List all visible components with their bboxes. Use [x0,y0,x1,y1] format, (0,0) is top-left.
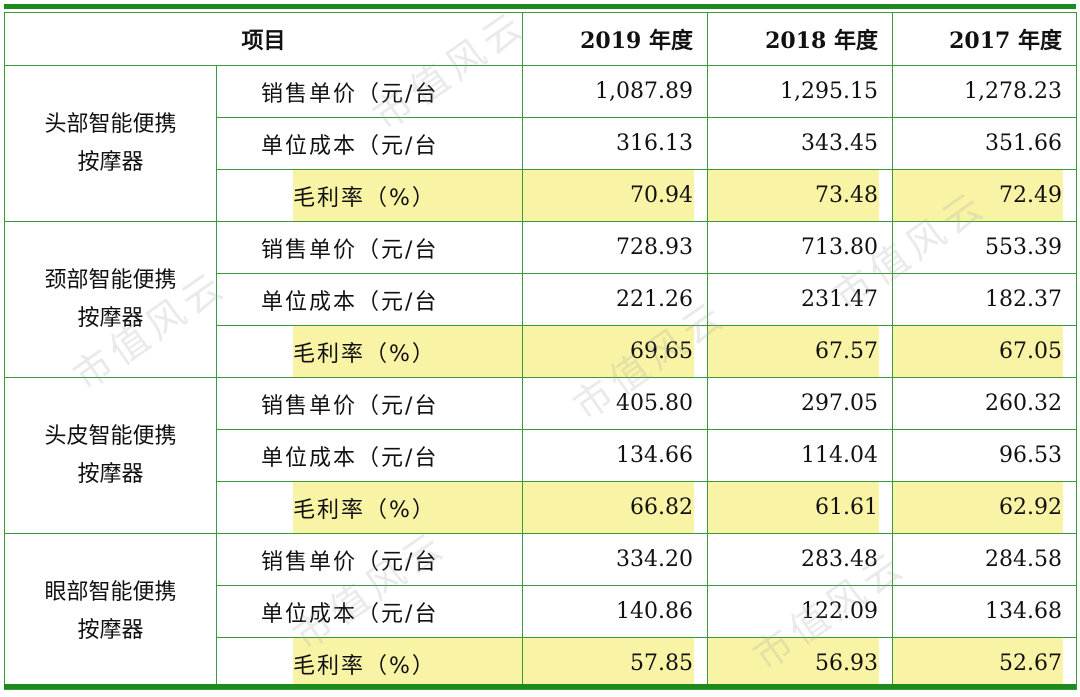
product-name-eye: 眼部智能便携 按摩器 [4,533,217,690]
product-name-head: 头部智能便携 按摩器 [4,65,217,222]
value-cell: 728.93 [522,221,709,274]
value-cell: 96.53 [892,429,1078,482]
value-cell: 1,295.15 [707,65,894,118]
financial-table-frame: 项目 2019 年度 2018 年度 2017 年度 头部智能便携 按摩器 销售单… [3,0,1078,697]
value-cell: 284.58 [892,533,1078,586]
value-cell: 231.47 [707,273,894,326]
value-cell: 114.04 [707,429,894,482]
value-cell: 713.80 [707,221,894,274]
value-cell: 67.05 [892,325,1078,378]
value-cell: 66.82 [522,481,709,534]
product-name-neck: 颈部智能便携 按摩器 [4,221,217,378]
metric-label: 毛利率（%） [215,169,524,222]
table-row: 眼部智能便携 按摩器 销售单价（元/台 334.20 283.48 284.58 [4,533,1078,690]
value-cell: 57.85 [522,637,709,690]
header-year-2019: 2019 年度 [522,12,709,66]
metric-label: 毛利率（%） [215,637,524,690]
value-cell: 553.39 [892,221,1078,274]
value-cell: 134.66 [522,429,709,482]
value-cell: 334.20 [522,533,709,586]
gross-margin-table: 项目 2019 年度 2018 年度 2017 年度 头部智能便携 按摩器 销售单… [3,12,1078,690]
value-cell: 134.68 [892,585,1078,638]
value-cell: 1,087.89 [522,65,709,118]
metric-label: 销售单价（元/台 [215,377,524,430]
header-year-2017: 2017 年度 [892,12,1078,66]
product-name-scalp: 头皮智能便携 按摩器 [4,377,217,534]
value-cell: 405.80 [522,377,709,430]
top-rule [4,4,1076,9]
metric-label: 单位成本（元/台 [215,585,524,638]
gross-margin-row: 毛利率（%） 66.82 61.61 62.92 [5,481,1078,534]
bottom-rule [4,684,1076,689]
value-cell: 61.61 [707,481,894,534]
value-cell: 69.65 [522,325,709,378]
value-cell: 343.45 [707,117,894,170]
value-cell: 1,278.23 [892,65,1078,118]
metric-label: 销售单价（元/台 [215,65,524,118]
metric-label: 销售单价（元/台 [215,533,524,586]
table-row: 颈部智能便携 按摩器 销售单价（元/台 728.93 713.80 553.39 [4,221,1078,378]
value-cell: 140.86 [522,585,709,638]
gross-margin-row: 毛利率（%） 57.85 56.93 52.67 [5,637,1078,690]
value-cell: 316.13 [522,117,709,170]
value-cell: 67.57 [707,325,894,378]
value-cell: 62.92 [892,481,1078,534]
metric-label: 单位成本（元/台 [215,429,524,482]
value-cell: 221.26 [522,273,709,326]
value-cell: 52.67 [892,637,1078,690]
value-cell: 122.09 [707,585,894,638]
value-cell: 56.93 [707,637,894,690]
metric-label: 毛利率（%） [215,481,524,534]
value-cell: 283.48 [707,533,894,586]
gross-margin-row: 毛利率（%） 70.94 73.48 72.49 [5,169,1078,222]
metric-label: 单位成本（元/台 [215,273,524,326]
value-cell: 260.32 [892,377,1078,430]
metric-label: 单位成本（元/台 [215,117,524,170]
header-row: 项目 2019 年度 2018 年度 2017 年度 [3,12,1078,66]
metric-label: 销售单价（元/台 [215,221,524,274]
value-cell: 182.37 [892,273,1078,326]
table-row: 头部智能便携 按摩器 销售单价（元/台 1,087.89 1,295.15 1,2… [4,65,1078,222]
header-year-2018: 2018 年度 [707,12,894,66]
value-cell: 297.05 [707,377,894,430]
value-cell: 72.49 [892,169,1078,222]
metric-label: 毛利率（%） [215,325,524,378]
table-row: 单位成本（元/台 221.26 231.47 182.37 [5,273,1078,326]
value-cell: 70.94 [522,169,709,222]
gross-margin-row: 毛利率（%） 69.65 67.57 67.05 [5,325,1078,378]
value-cell: 351.66 [892,117,1078,170]
header-item: 项目 [3,12,524,66]
value-cell: 73.48 [707,169,894,222]
table-row: 单位成本（元/台 140.86 122.09 134.68 [5,585,1078,638]
table-row: 头皮智能便携 按摩器 销售单价（元/台 405.80 297.05 260.32 [4,377,1078,534]
